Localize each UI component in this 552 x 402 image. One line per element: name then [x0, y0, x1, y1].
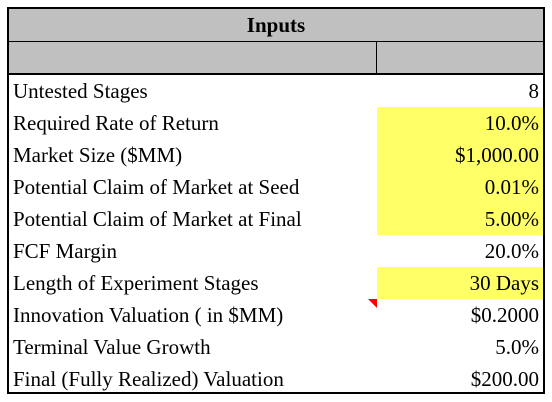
cell-label[interactable]: Final (Fully Realized) Valuation — [13, 367, 284, 391]
cell-input-value[interactable]: 5.00% — [377, 203, 543, 235]
inputs-table: Inputs Untested Stages 8 Required Rate o… — [7, 7, 545, 394]
cell-value[interactable]: $200.00 — [470, 367, 539, 391]
cell-value[interactable]: $0.2000 — [470, 303, 539, 327]
cell-label[interactable]: Length of Experiment Stages — [13, 271, 259, 295]
cell-input-value[interactable]: 30 Days — [377, 267, 543, 299]
row-experiment-length: Length of Experiment Stages 30 Days — [9, 267, 543, 299]
cell-label[interactable]: Required Rate of Return — [13, 111, 219, 135]
row-claim-at-seed: Potential Claim of Market at Seed 0.01% — [9, 171, 543, 203]
cell-label[interactable]: Potential Claim of Market at Final — [13, 207, 302, 231]
cell-label[interactable]: Untested Stages — [13, 79, 148, 103]
cell-input-value[interactable]: $1,000.00 — [377, 139, 543, 171]
row-innovation-valuation: Innovation Valuation ( in $MM) $0.2000 — [9, 299, 543, 331]
cell-label[interactable]: Potential Claim of Market at Seed — [13, 175, 300, 199]
cell-input-value[interactable]: 0.01% — [377, 171, 543, 203]
header-cell-value[interactable] — [377, 42, 543, 73]
row-untested-stages: Untested Stages 8 — [9, 75, 543, 107]
row-claim-at-final: Potential Claim of Market at Final 5.00% — [9, 203, 543, 235]
cell-value[interactable]: 5.0% — [495, 335, 539, 359]
table-title[interactable]: Inputs — [9, 9, 543, 42]
header-row — [9, 42, 543, 75]
cell-label[interactable]: FCF Margin — [13, 239, 118, 263]
cell-input-value[interactable]: 10.0% — [377, 107, 543, 139]
cell-label-with-comment[interactable]: Innovation Valuation ( in $MM) — [9, 299, 377, 331]
cell-label-text: Innovation Valuation ( in $MM) — [13, 303, 284, 327]
cell-label[interactable]: Terminal Value Growth — [13, 335, 211, 359]
row-fcf-margin: FCF Margin 20.0% — [9, 235, 543, 267]
row-market-size: Market Size ($MM) $1,000.00 — [9, 139, 543, 171]
cell-value[interactable]: 20.0% — [484, 239, 539, 263]
cell-value[interactable]: 8 — [528, 79, 540, 103]
row-terminal-value-growth: Terminal Value Growth 5.0% — [9, 331, 543, 363]
row-required-rate-of-return: Required Rate of Return 10.0% — [9, 107, 543, 139]
header-cell-label[interactable] — [9, 42, 377, 73]
input-rows: Untested Stages 8 Required Rate of Retur… — [9, 75, 543, 395]
cell-label[interactable]: Market Size ($MM) — [13, 143, 183, 167]
row-final-valuation: Final (Fully Realized) Valuation $200.00 — [9, 363, 543, 395]
comment-indicator-icon[interactable] — [368, 299, 377, 308]
